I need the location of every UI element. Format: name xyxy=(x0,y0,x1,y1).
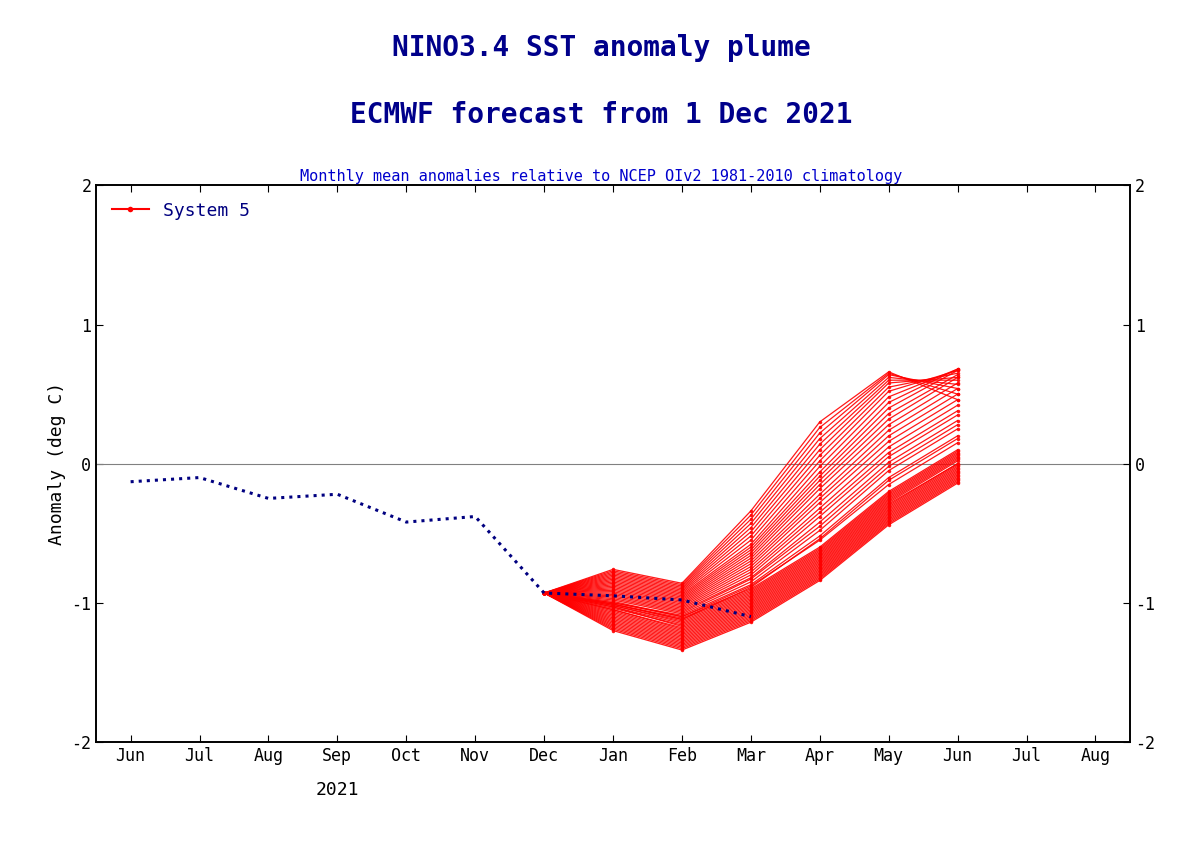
Legend: System 5: System 5 xyxy=(106,195,257,227)
Text: ECMWF forecast from 1 Dec 2021: ECMWF forecast from 1 Dec 2021 xyxy=(350,101,852,129)
Y-axis label: Anomaly (deg C): Anomaly (deg C) xyxy=(48,382,66,545)
Text: 2021: 2021 xyxy=(316,781,359,799)
Text: NINO3.4 SST anomaly plume: NINO3.4 SST anomaly plume xyxy=(392,34,810,62)
Text: Monthly mean anomalies relative to NCEP OIv2 1981-2010 climatology: Monthly mean anomalies relative to NCEP … xyxy=(299,169,903,184)
